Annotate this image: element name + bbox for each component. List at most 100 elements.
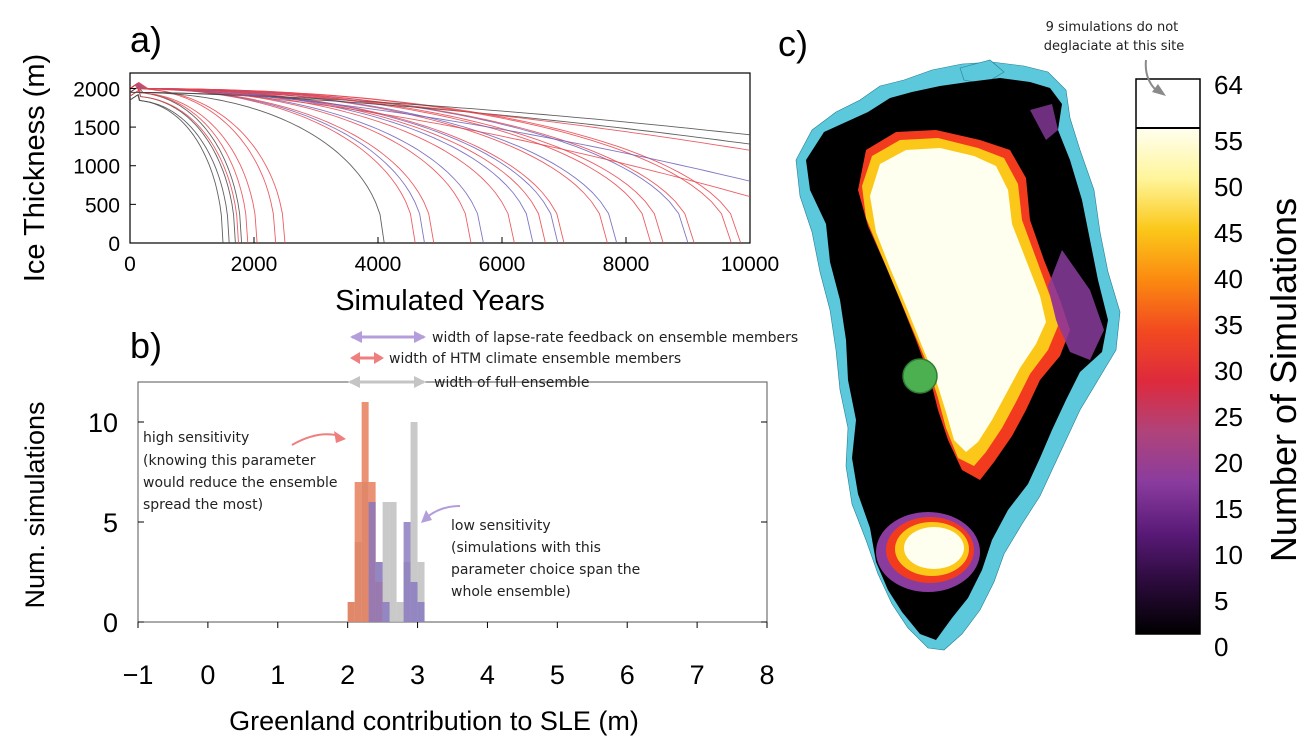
panel-a-xlabel: Simulated Years [335,285,545,317]
colorbar-tick-label: 10 [1214,540,1243,570]
arrow-low-sensitivity [425,505,461,519]
colorbar-tick-label: 64 [1214,70,1243,100]
panel-a: a) 0 2000 4000 6000 8000 10000 0 500 1000 1500 20… [19,19,779,317]
annotation-low-line: low sensitivity [451,518,551,534]
panel-b-ylabel: Num. simulations [20,401,50,608]
b-ytick-label: 0 [103,608,118,638]
thickness-line [130,88,750,182]
a-xtick-label: 4000 [355,253,402,276]
b-xtick-label: 7 [690,660,705,690]
panel-b-label: b) [130,325,162,366]
histogram-bar [396,602,404,622]
histogram-bar [403,522,411,622]
b-xtick-label: 5 [550,660,565,690]
colorbar-tick-label: 30 [1214,356,1243,386]
colorbar-tick-label: 40 [1214,264,1243,294]
a-xtick-label: 10000 [721,253,779,276]
annotation-high-sensitivity: high sensitivity (knowing this parameter… [143,430,346,513]
svg-text:9 simulations do not d: 9 simulations do not deglaciate at this … [1044,20,1185,54]
thickness-line [130,91,750,136]
svg-text:low sensitivity (simul: low sensitivity (simulations with this p… [451,518,645,600]
histogram-bar [389,502,397,622]
thickness-line [130,88,750,151]
a-ytick-label: 0 [108,233,120,256]
b-ytick-label: 10 [88,408,118,438]
legend-htm: width of HTM climate ensemble members [350,351,681,367]
annotation-low-line: parameter choice span the [451,562,640,578]
panel-a-frame [129,72,751,244]
northwest-island [959,59,1005,85]
annotation-high-line: would reduce the ensemble [143,475,338,491]
annotation-high-line: (knowing this parameter [143,453,316,469]
a-ytick-label: 500 [85,194,120,217]
colorbar-tick-label: 55 [1214,126,1243,156]
colorbar-tick-label: 25 [1214,402,1243,432]
b-xtick-label: 3 [410,660,425,690]
b-xtick-label: 2 [340,660,355,690]
colorbar-label: Number of Simulations [1263,198,1304,562]
histogram-bar [368,502,376,622]
a-ytick-label: 2000 [73,78,120,101]
b-ytick-label: 5 [103,508,118,538]
thickness-line [130,86,243,243]
colorbar-tick-label: 15 [1214,494,1243,524]
histogram-bar [375,562,383,622]
legend-lapse-rate: width of lapse-rate feedback on ensemble… [350,330,798,346]
colorbar-note: 9 simulations do not deglaciate at this … [1044,20,1185,96]
thickness-line [130,82,277,243]
a-ytick-label: 1000 [73,156,120,179]
annotation-low-line: whole ensemble) [451,584,571,600]
panel-b-yticks: 0 5 10 [88,408,767,638]
panel-b-bars [347,402,425,622]
colorbar-tick-label: 0 [1214,632,1228,662]
colorbar: 0 5 10 15 20 25 30 35 40 45 50 55 64 Number of Simul… [1135,70,1304,662]
histogram-bar [361,402,369,622]
annotation-high-line: high sensitivity [143,430,249,446]
thickness-line [130,89,239,243]
a-xtick-label: 6000 [479,253,526,276]
annotation-high-line: spread the most) [143,497,263,513]
b-xtick-label: 1 [270,660,285,690]
colorbar-gradient [1136,128,1200,634]
thickness-line [130,82,286,243]
thickness-line [130,84,472,243]
note-line: 9 simulations do not [1046,20,1179,35]
panel-a-label: a) [130,19,162,60]
panel-a-yticks: 0 500 1000 1500 2000 [73,78,136,256]
a-xtick-label: 2000 [231,253,278,276]
panel-a-xticks: 0 2000 4000 6000 8000 10000 [124,237,779,276]
colorbar-tick-label: 20 [1214,448,1243,478]
svg-text:high sensitivity (know: high sensitivity (knowing this parameter… [143,430,342,513]
thickness-line [130,88,750,198]
legend-full-label: width of full ensemble [434,375,589,391]
thickness-line [130,91,750,145]
histogram-bar [410,422,418,622]
thickness-line [130,88,689,243]
legend-htm-label: width of HTM climate ensemble members [389,351,681,367]
a-xtick-label: 0 [124,253,136,276]
colorbar-tick-label: 5 [1214,586,1228,616]
thickness-line [130,81,664,243]
panel-a-lines [130,81,750,243]
b-xtick-label: 0 [200,660,215,690]
annotation-low-sensitivity: low sensitivity (simulations with this p… [421,505,645,600]
thickness-line [130,93,230,243]
a-xtick-label: 8000 [603,253,650,276]
site-marker [902,358,938,394]
thickness-line [130,94,224,243]
b-xtick-label: 6 [620,660,635,690]
histogram-bar [347,602,355,622]
annotation-low-line: (simulations with this [451,540,601,556]
histogram-bar [354,482,362,622]
thickness-line [130,82,608,243]
panel-b-xlabel: Greenland contribution to SLE (m) [229,706,639,736]
arrow-high-sensitivity [291,433,341,446]
legend-full: width of full ensemble [348,375,589,391]
greenland-map [795,59,1121,651]
legend-lapse-rate-label: width of lapse-rate feedback on ensemble… [432,330,798,346]
thickness-line [130,83,565,243]
thickness-line [130,86,385,243]
b-xtick-label: 4 [480,660,495,690]
